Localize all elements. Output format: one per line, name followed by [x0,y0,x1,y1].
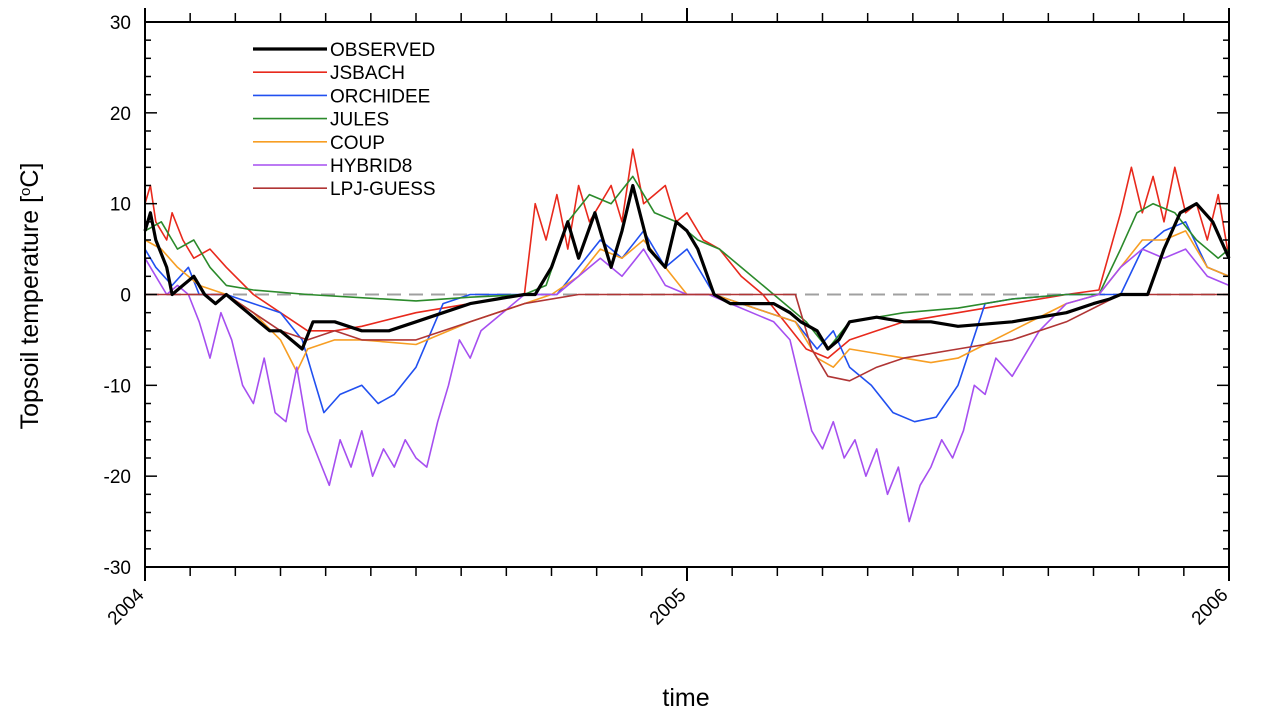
series-line-coup [144,230,1230,373]
x-tick-label: 2004 [104,584,149,629]
y-axis-title: Topsoil temperature [oC] [16,163,44,430]
series-layer [143,148,1231,523]
y-tick-label: 20 [110,104,131,125]
legend-label: ORCHIDEE [330,86,430,107]
legend-label: OBSERVED [330,40,435,61]
y-axis-title-main: Topsoil temperature [ [16,196,44,430]
x-tick-label: 2005 [646,585,691,630]
y-axis-title-degree: o [17,188,34,196]
y-tick-label: -20 [104,467,131,488]
y-tick-label: -10 [104,376,131,397]
y-tick-label: 10 [110,195,131,216]
series-line-hybrid8 [144,248,1230,523]
legend-label: LPJ-GUESS [330,179,436,200]
legend-label: COUP [330,133,385,154]
series-line-jules [144,175,1230,350]
y-tick-label: 0 [120,286,131,307]
y-tick-label: 30 [110,13,131,34]
series-line-observed [143,183,1231,351]
legend-label: JSBACH [330,63,405,84]
x-axis-title: time [662,684,709,712]
ticks-layer: -30 -20 -10 0 10 20 30 2004 2005 2006 [104,8,1233,629]
series-line-jsbach [144,148,1230,359]
x-tick-label: 2006 [1188,585,1233,630]
legend-label: JULES [330,110,389,131]
series-line-lpj-guess [145,293,1229,382]
y-tick-label: -30 [104,558,131,579]
y-axis-title-unit: C] [16,163,44,188]
legend-label: HYBRID8 [330,156,412,177]
